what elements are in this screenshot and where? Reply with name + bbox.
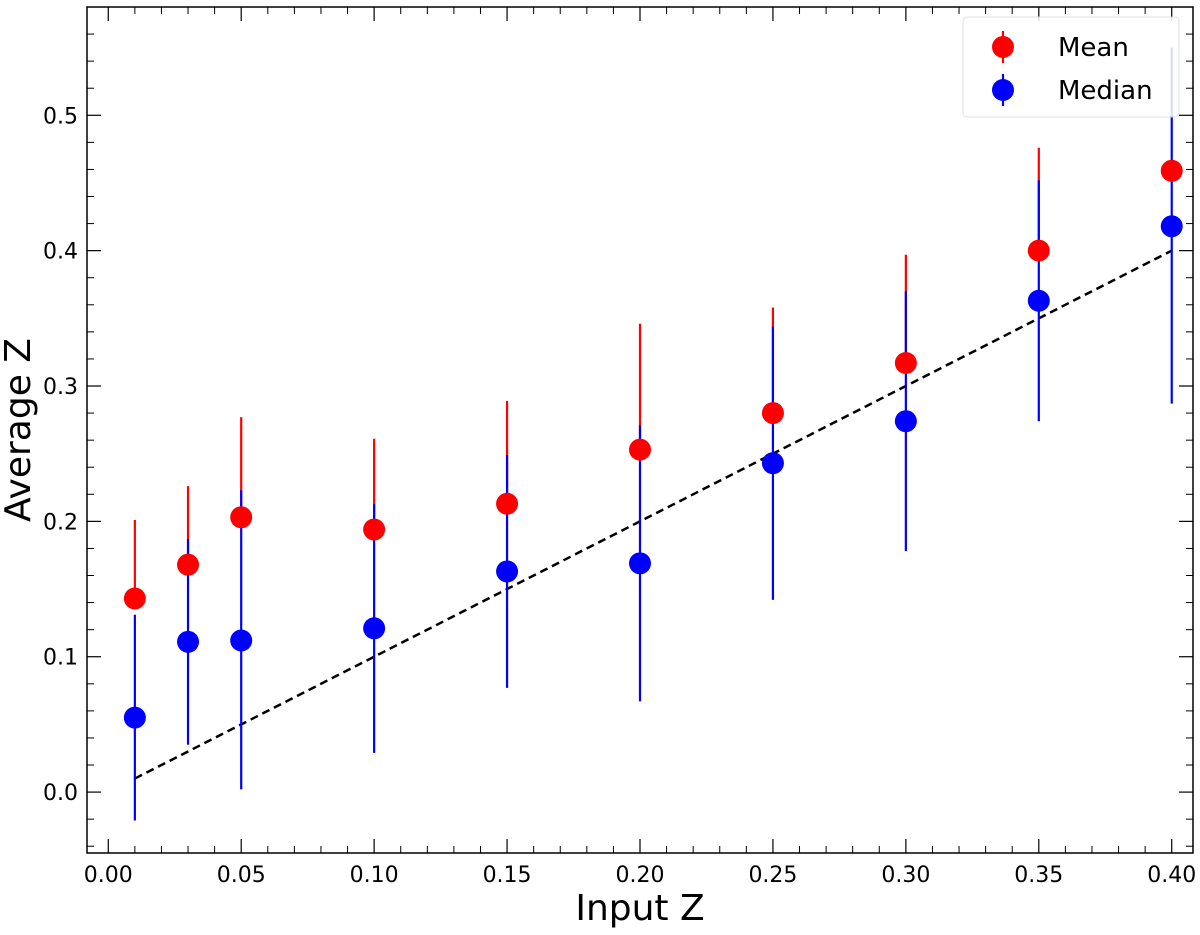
- mean-point: [1027, 239, 1050, 262]
- median-point: [761, 452, 784, 475]
- y-tick-label: 0.3: [43, 375, 78, 400]
- x-axis-title: Input Z: [575, 888, 704, 929]
- median-point: [496, 560, 519, 583]
- legend-label: Mean: [1058, 33, 1129, 63]
- mean-point: [363, 518, 386, 541]
- mean-point: [177, 553, 200, 576]
- y-axis-title: Average Z: [0, 338, 39, 522]
- x-tick-label: 0.10: [350, 863, 399, 888]
- mean-point: [761, 402, 784, 425]
- mean-point: [894, 351, 917, 374]
- x-tick-label: 0.20: [616, 863, 665, 888]
- legend-box: [962, 16, 1180, 118]
- y-tick-label: 0.1: [43, 646, 78, 671]
- x-tick-label: 0.15: [483, 863, 532, 888]
- y-tick-label: 0.5: [43, 104, 78, 129]
- mean-point: [230, 506, 253, 529]
- x-tick-label: 0.05: [217, 863, 266, 888]
- legend-marker: [992, 79, 1014, 101]
- mean-point: [123, 587, 146, 610]
- median-point: [123, 706, 146, 729]
- x-tick-label: 0.35: [1014, 863, 1063, 888]
- median-point: [363, 617, 386, 640]
- median-point: [1160, 215, 1183, 238]
- mean-point: [496, 492, 519, 515]
- mean-point: [1160, 159, 1183, 182]
- median-point: [1027, 289, 1050, 312]
- tick-marks: [87, 6, 1193, 853]
- reference-line-layer: [134, 249, 1173, 780]
- median-point: [629, 552, 651, 575]
- errorbar-layer: [133, 47, 1173, 821]
- tick-labels: 0.00 0.05 0.10 0.15 0.20 0.25 0.30 0.35 0.40 0.0 0…: [43, 104, 1196, 888]
- y-tick-label: 0.2: [43, 510, 78, 535]
- median-point: [894, 410, 917, 433]
- legend-label: Median: [1058, 76, 1153, 106]
- median-point: [230, 629, 253, 652]
- reference-line: [134, 249, 1173, 780]
- legend-marker: [992, 36, 1014, 58]
- points-layer: [123, 159, 1183, 729]
- y-tick-label: 0.0: [43, 781, 78, 806]
- mean-point: [629, 438, 651, 461]
- x-tick-label: 0.25: [748, 863, 797, 888]
- y-tick-label: 0.4: [43, 240, 78, 265]
- legend: Mean Median: [962, 16, 1180, 118]
- median-point: [177, 630, 200, 653]
- x-tick-label: 0.30: [881, 863, 930, 888]
- x-tick-label: 0.00: [84, 863, 133, 888]
- x-tick-label: 0.40: [1147, 863, 1196, 888]
